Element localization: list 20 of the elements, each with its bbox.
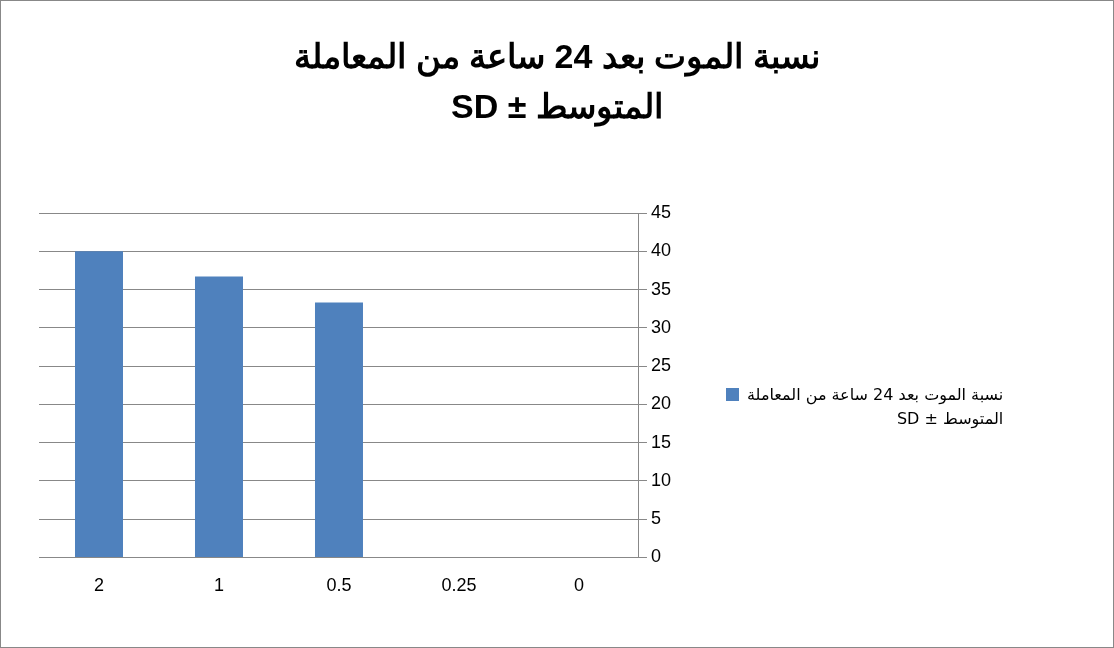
x-tick-label: 1 [213, 575, 224, 596]
y-tick-label: 20 [650, 393, 672, 414]
y-tick-label: 5 [650, 508, 661, 529]
y-tick-label: 0 [650, 546, 661, 567]
chart-title: نسبة الموت بعد 24 ساعة من المعاملة المتوسط ± SD [293, 36, 821, 129]
y-tick-label: 40 [650, 240, 672, 261]
x-tick-label: 0 [573, 575, 584, 596]
y-tick-label: 10 [650, 469, 672, 490]
y-tick-label: 30 [650, 316, 672, 337]
bar [314, 302, 363, 557]
x-tick-label: 2 [93, 575, 105, 596]
x-tick-label: 0.5 [326, 575, 352, 596]
bar [75, 251, 123, 557]
legend-label: نسبة الموت بعد 24 ساعة من المعاملة المتوسط ± SD [747, 384, 1004, 431]
y-tick-label: 35 [650, 278, 672, 299]
x-tick-label: 0.25 [441, 575, 477, 596]
y-tick-label: 15 [650, 431, 672, 452]
bar [194, 276, 243, 557]
y-tick-label: 25 [650, 355, 672, 376]
y-tick-label: 45 [650, 201, 672, 222]
